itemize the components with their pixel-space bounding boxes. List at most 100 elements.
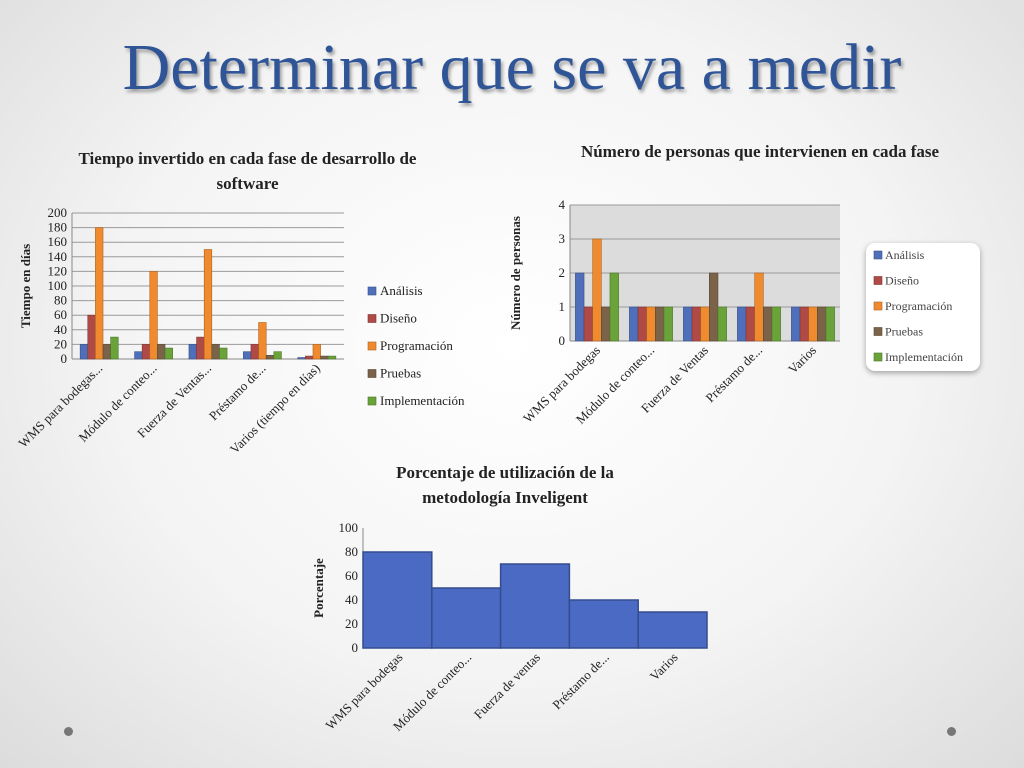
bar	[79, 344, 89, 360]
bar	[799, 306, 809, 342]
y-axis-title: Número de personas	[508, 216, 523, 330]
legend-swatch	[367, 341, 377, 351]
legend-label: Diseño	[885, 274, 919, 288]
x-tick-label: Varios	[785, 343, 819, 377]
y-tick-label: 0	[61, 351, 68, 366]
chart2-title: Número de personas que intervienen en ca…	[580, 142, 940, 161]
y-tick-label: 2	[559, 265, 566, 280]
bar	[499, 563, 571, 649]
bar	[691, 306, 701, 342]
y-tick-label: 60	[54, 307, 67, 322]
bar	[763, 306, 773, 342]
bar	[157, 344, 166, 360]
y-tick-label: 1	[559, 299, 566, 314]
x-tick-label: Préstamo de...	[549, 650, 612, 713]
bar	[825, 306, 835, 342]
nav-prev-dot[interactable]	[64, 727, 73, 736]
x-tick-label: Préstamo de...	[702, 343, 765, 406]
legend-label: Programación	[885, 299, 952, 313]
legend-swatch	[367, 286, 377, 296]
nav-next-dot[interactable]	[947, 727, 956, 736]
bar	[745, 306, 755, 342]
bar	[700, 306, 710, 342]
y-tick-label: 120	[48, 263, 68, 278]
bar	[327, 355, 337, 360]
y-tick-label: 40	[54, 322, 67, 337]
bar	[637, 611, 708, 649]
bar	[629, 306, 639, 342]
y-tick-label: 100	[48, 278, 68, 293]
bar	[250, 344, 259, 360]
bar	[583, 306, 593, 342]
legend-swatch	[873, 250, 883, 260]
legend-swatch	[367, 396, 377, 406]
legend-swatch	[873, 276, 883, 285]
bar	[791, 306, 801, 342]
bar	[655, 306, 665, 342]
y-tick-label: 20	[54, 336, 67, 351]
legend-swatch	[873, 352, 883, 362]
bar	[297, 357, 306, 360]
x-tick-label: Varios (tiempo en días)	[227, 361, 323, 457]
bar	[601, 306, 611, 342]
bar	[320, 355, 329, 360]
bar	[312, 344, 321, 360]
bar	[663, 306, 673, 342]
y-axis-title: Porcentaje	[311, 558, 326, 618]
bar	[305, 355, 314, 360]
legend-label: Programación	[380, 338, 453, 353]
bar	[196, 336, 205, 360]
chart1-title: Tiempo invertido en cada fase de desarro…	[78, 149, 417, 193]
legend-label: Implementación	[380, 393, 465, 408]
legend-label: Análisis	[885, 248, 925, 262]
legend-label: Diseño	[380, 311, 417, 326]
bar	[637, 306, 647, 342]
y-tick-label: 3	[559, 231, 566, 246]
bar	[273, 351, 282, 360]
legend-label: Análisis	[380, 283, 423, 298]
y-tick-label: 200	[48, 205, 68, 220]
y-tick-label: 4	[559, 197, 566, 212]
bar	[717, 306, 727, 342]
bar	[243, 351, 252, 360]
bar	[646, 306, 656, 342]
y-tick-label: 20	[345, 616, 358, 631]
bar	[737, 306, 747, 342]
y-tick-label: 80	[54, 293, 67, 308]
legend-swatch	[367, 369, 377, 378]
bar	[95, 227, 104, 360]
bar	[203, 249, 213, 360]
bar	[754, 272, 764, 342]
y-tick-label: 180	[48, 220, 68, 235]
bar	[164, 347, 173, 360]
bar	[265, 355, 275, 360]
bar	[808, 306, 818, 342]
bar	[102, 344, 111, 360]
chart2-legend-box: Análisis Diseño Programación Pruebas Impleme…	[866, 243, 980, 371]
bar	[188, 344, 197, 360]
bar	[609, 272, 619, 342]
bar	[683, 306, 693, 342]
bar	[219, 347, 228, 360]
y-tick-label: 60	[345, 568, 358, 583]
bar	[431, 587, 502, 649]
slide-title: Determinar que se va a medir	[122, 31, 902, 104]
legend-label: Pruebas	[380, 366, 421, 381]
bar	[575, 272, 585, 342]
bar	[149, 271, 158, 360]
legend-swatch	[873, 327, 883, 336]
bar	[709, 272, 719, 342]
bar	[771, 306, 781, 342]
bar	[87, 314, 96, 360]
x-tick-label: Varios	[647, 650, 681, 684]
bar	[592, 238, 602, 342]
y-tick-label: 80	[345, 544, 358, 559]
bar	[362, 551, 433, 649]
y-tick-label: 140	[48, 249, 68, 264]
bar	[258, 322, 267, 360]
y-axis-title: Tiempo en días	[18, 244, 33, 328]
bar	[568, 599, 639, 649]
